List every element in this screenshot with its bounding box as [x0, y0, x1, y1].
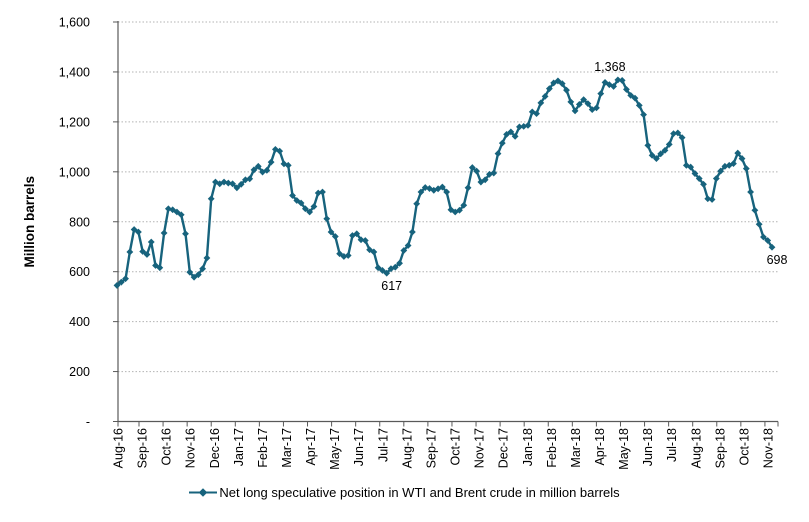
- legend-diamond: [199, 487, 208, 497]
- x-tick-label: Feb-18: [545, 428, 559, 468]
- x-tick-label: Sep-16: [136, 428, 150, 468]
- gridlines: [118, 21, 778, 373]
- y-axis-title: Million barrels: [22, 176, 37, 268]
- x-tick-label: Oct-16: [160, 428, 174, 466]
- axes: [113, 21, 779, 427]
- x-tick-label: Oct-18: [737, 428, 751, 466]
- x-tick-label: Mar-17: [280, 428, 294, 468]
- y-tick-label: 400: [69, 315, 90, 329]
- y-tick-label: 800: [69, 215, 90, 229]
- y-tick-label: 600: [69, 265, 90, 279]
- x-tick-label: Apr-17: [304, 428, 318, 466]
- x-tick-label: Sep-18: [713, 428, 727, 468]
- x-tick-label: Jan-17: [232, 428, 246, 466]
- x-tick-label: May-17: [328, 428, 342, 470]
- x-tick-label: Nov-17: [473, 428, 487, 468]
- y-tick-label: 1,400: [59, 65, 90, 79]
- x-tick-label: Jun-18: [641, 428, 655, 466]
- legend-series-marker-icon: [189, 487, 218, 497]
- x-tick-labels: Aug-16 Sep-16 Oct-16 Nov-16 Dec-16 Jan-17 Feb-…: [112, 428, 776, 470]
- x-tick-label: Nov-16: [184, 428, 198, 468]
- x-tick-label: Jun-17: [352, 428, 366, 466]
- y-tick-label: -: [86, 415, 90, 429]
- y-tick-label: 1,000: [59, 165, 90, 179]
- line-chart: - 200 400 600 800 1,000 1,200 1,400 1,600 Aug-16 S…: [22, 16, 788, 470]
- x-tick-label: Aug-18: [689, 428, 703, 468]
- x-tick-label: Oct-17: [449, 428, 463, 466]
- y-tick-label: 200: [69, 365, 90, 379]
- series-markers: [113, 76, 776, 289]
- legend-label: Net long speculative position in WTI and…: [219, 484, 620, 500]
- x-tick-label: Sep-17: [424, 428, 438, 468]
- x-tick-label: Apr-18: [593, 428, 607, 466]
- x-tick-label: Jan-18: [521, 428, 535, 466]
- x-tick-label: Aug-17: [400, 428, 414, 468]
- y-tick-labels: - 200 400 600 800 1,000 1,200 1,400 1,600: [59, 16, 90, 430]
- x-tick-label: Dec-16: [208, 428, 222, 468]
- legend: Net long speculative position in WTI and…: [0, 480, 809, 504]
- x-tick-label: May-18: [617, 428, 631, 470]
- x-tick-label: Jul-18: [665, 428, 679, 462]
- x-tick-label: Nov-18: [762, 428, 776, 468]
- x-tick-label: Mar-18: [569, 428, 583, 468]
- y-tick-label: 1,600: [59, 16, 90, 30]
- data-label-617: 617: [381, 279, 402, 293]
- x-tick-label: Aug-16: [112, 428, 126, 468]
- x-tick-label: Feb-17: [256, 428, 270, 468]
- x-tick-label: Dec-17: [497, 428, 511, 468]
- data-label-1368: 1,368: [594, 60, 625, 74]
- y-tick-label: 1,200: [59, 115, 90, 129]
- data-label-698: 698: [767, 253, 788, 267]
- x-tick-label: Jul-17: [376, 428, 390, 462]
